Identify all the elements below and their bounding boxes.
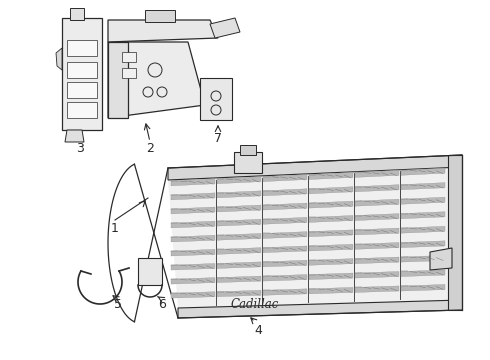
Polygon shape [217, 219, 261, 226]
Polygon shape [401, 241, 445, 248]
Polygon shape [108, 20, 218, 42]
Polygon shape [168, 155, 462, 180]
Polygon shape [401, 183, 445, 190]
Polygon shape [263, 289, 307, 295]
Polygon shape [309, 273, 353, 280]
Polygon shape [122, 52, 136, 62]
Polygon shape [67, 82, 97, 98]
Polygon shape [67, 40, 97, 56]
Polygon shape [401, 284, 445, 291]
Polygon shape [263, 260, 307, 267]
Text: 1: 1 [111, 221, 119, 234]
Polygon shape [355, 199, 399, 206]
Polygon shape [217, 234, 261, 240]
Polygon shape [309, 244, 353, 251]
Polygon shape [70, 8, 84, 20]
Polygon shape [309, 187, 353, 194]
Polygon shape [171, 264, 215, 270]
Polygon shape [263, 175, 307, 181]
Text: 2: 2 [146, 141, 154, 154]
Polygon shape [355, 271, 399, 278]
Polygon shape [263, 275, 307, 281]
Text: 7: 7 [214, 131, 222, 144]
Text: Cadillac: Cadillac [231, 298, 279, 311]
Polygon shape [309, 201, 353, 208]
Polygon shape [67, 62, 97, 78]
Polygon shape [200, 78, 232, 120]
Polygon shape [171, 292, 215, 298]
Polygon shape [217, 276, 261, 283]
Polygon shape [355, 286, 399, 292]
Polygon shape [67, 102, 97, 118]
Polygon shape [355, 185, 399, 192]
Polygon shape [178, 300, 462, 318]
Polygon shape [171, 249, 215, 256]
Polygon shape [171, 193, 215, 200]
Polygon shape [309, 287, 353, 294]
Polygon shape [217, 248, 261, 254]
Polygon shape [108, 42, 128, 118]
Polygon shape [217, 262, 261, 269]
Polygon shape [240, 145, 256, 155]
Polygon shape [234, 152, 262, 173]
Polygon shape [217, 205, 261, 212]
Polygon shape [122, 68, 136, 78]
Polygon shape [309, 230, 353, 237]
Polygon shape [309, 216, 353, 222]
Polygon shape [401, 212, 445, 219]
Polygon shape [145, 10, 175, 22]
Polygon shape [355, 257, 399, 264]
Polygon shape [401, 255, 445, 262]
Polygon shape [171, 278, 215, 284]
Polygon shape [171, 221, 215, 228]
Polygon shape [355, 243, 399, 249]
Polygon shape [217, 191, 261, 198]
Text: 4: 4 [254, 324, 262, 337]
Polygon shape [401, 226, 445, 233]
Polygon shape [217, 177, 261, 184]
Polygon shape [355, 213, 399, 221]
Polygon shape [171, 179, 215, 186]
Polygon shape [401, 197, 445, 204]
Polygon shape [309, 258, 353, 265]
Polygon shape [309, 172, 353, 180]
Text: 6: 6 [158, 298, 166, 311]
Text: 5: 5 [114, 298, 122, 311]
Polygon shape [62, 18, 102, 130]
Polygon shape [263, 232, 307, 238]
Polygon shape [171, 235, 215, 242]
Polygon shape [217, 290, 261, 297]
Polygon shape [65, 130, 84, 142]
Polygon shape [171, 207, 215, 214]
Polygon shape [401, 168, 445, 175]
Polygon shape [263, 217, 307, 224]
Polygon shape [138, 258, 162, 285]
Polygon shape [355, 170, 399, 177]
Polygon shape [263, 246, 307, 253]
Polygon shape [430, 248, 452, 270]
Polygon shape [401, 270, 445, 276]
Polygon shape [263, 189, 307, 196]
Polygon shape [355, 228, 399, 235]
Polygon shape [448, 155, 462, 310]
Polygon shape [263, 203, 307, 210]
Polygon shape [168, 167, 448, 308]
Polygon shape [108, 42, 205, 118]
Polygon shape [210, 18, 240, 38]
Text: 3: 3 [76, 141, 84, 154]
Polygon shape [56, 48, 62, 70]
